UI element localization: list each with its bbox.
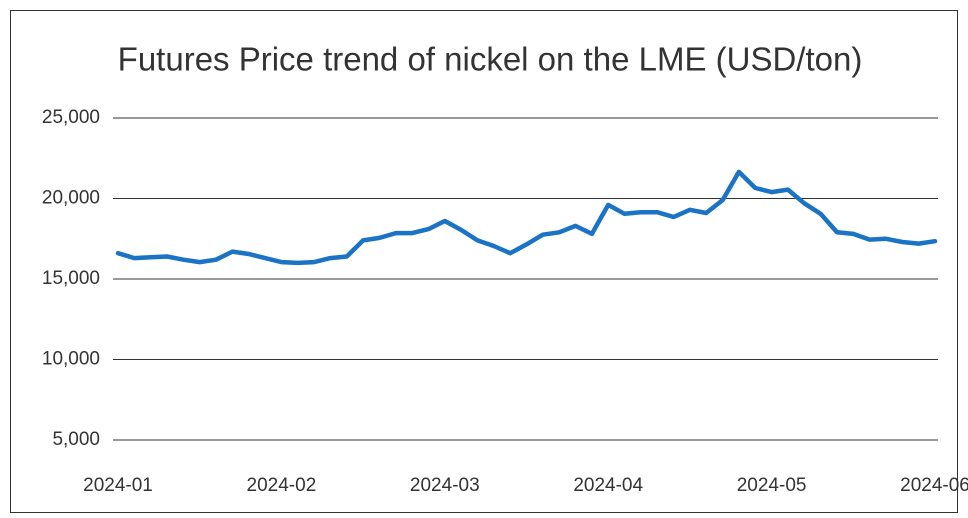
x-tick-label: 2024-06 xyxy=(900,475,968,496)
price-line xyxy=(115,169,938,266)
y-tick-label: 25,000 xyxy=(42,107,100,128)
x-tick-label: 2024-01 xyxy=(83,475,153,496)
x-tick-label: 2024-03 xyxy=(410,475,480,496)
y-tick-label: 10,000 xyxy=(42,349,100,370)
chart-title: Futures Price trend of nickel on the LME… xyxy=(118,41,863,78)
y-tick-label: 5,000 xyxy=(52,429,100,450)
y-tick-label: 15,000 xyxy=(42,268,100,289)
x-tick-label: 2024-02 xyxy=(247,475,317,496)
x-tick-label: 2024-05 xyxy=(737,475,807,496)
chart-frame xyxy=(10,10,958,513)
x-tick-label: 2024-04 xyxy=(573,475,643,496)
y-tick-label: 20,000 xyxy=(42,188,100,209)
